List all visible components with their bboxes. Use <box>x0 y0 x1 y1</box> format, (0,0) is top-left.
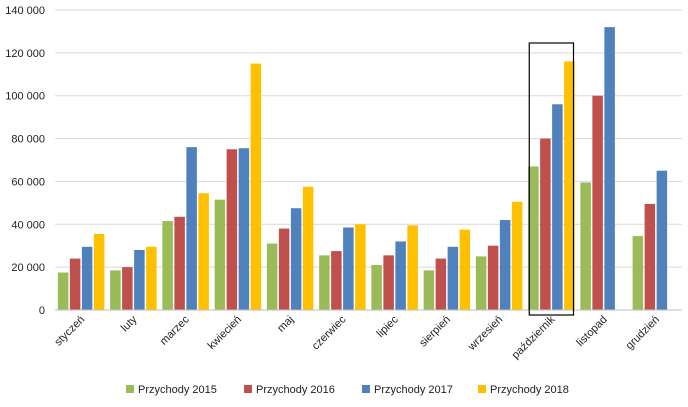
bar <box>644 203 656 310</box>
bar <box>146 246 157 310</box>
bar <box>383 255 394 310</box>
bar <box>122 267 133 310</box>
bar <box>343 227 354 310</box>
x-tick-label: czerwiec <box>310 313 349 352</box>
bar <box>81 246 93 310</box>
legend-label: Przychody 2016 <box>256 384 335 396</box>
bars <box>57 27 668 311</box>
legend: Przychody 2015 Przychody 2016 Przychody 20… <box>126 384 569 396</box>
gridlines <box>55 9 682 268</box>
legend-label: Przychody 2015 <box>138 384 217 396</box>
bar <box>238 148 250 310</box>
bar <box>511 201 523 310</box>
bar <box>174 216 185 310</box>
bar <box>186 147 197 310</box>
bar <box>302 186 314 310</box>
bar <box>459 229 471 310</box>
bar <box>371 265 382 310</box>
bar <box>592 95 603 310</box>
bar <box>552 104 563 311</box>
legend-label: Przychody 2017 <box>374 384 453 396</box>
bar <box>423 270 435 310</box>
bar <box>475 256 487 310</box>
x-tick-label: styczeń <box>52 314 87 349</box>
bar <box>214 199 226 310</box>
y-tick-label: 20 000 <box>11 262 45 274</box>
legend-swatch <box>478 385 486 393</box>
bar <box>528 166 539 310</box>
legend-swatch <box>362 385 370 393</box>
x-axis-ticks: styczeń luty marzec kwiecień maj czerwiec lipi… <box>52 313 662 361</box>
bar <box>407 225 418 310</box>
bar <box>435 258 447 310</box>
legend-label: Przychody 2018 <box>490 384 569 396</box>
bar <box>162 221 173 310</box>
bar <box>632 236 644 310</box>
bar <box>604 27 615 311</box>
legend-swatch <box>244 385 252 393</box>
x-tick-label: wrzesień <box>465 314 505 354</box>
y-tick-label: 100 000 <box>5 91 45 103</box>
x-tick-label: lipiec <box>375 313 402 340</box>
bar <box>499 220 511 310</box>
x-tick-label: październik <box>510 313 558 361</box>
y-tick-label: 40 000 <box>11 219 45 231</box>
bar <box>355 224 366 310</box>
x-tick-label: marzec <box>158 313 192 347</box>
bar <box>290 208 302 310</box>
bar <box>564 61 575 310</box>
bar <box>331 251 342 310</box>
bar <box>198 193 209 310</box>
y-tick-label: 80 000 <box>11 134 45 146</box>
x-tick-label: maj <box>275 314 296 335</box>
bar <box>580 182 591 310</box>
bar <box>266 243 278 310</box>
y-axis-ticks: 0 20 000 40 000 60 000 80 000 100 000 120 000 1… <box>5 5 45 317</box>
bar <box>250 63 262 311</box>
bar <box>395 241 406 310</box>
y-tick-label: 140 000 <box>5 5 45 17</box>
bar <box>319 255 330 310</box>
bar <box>110 270 121 310</box>
bar <box>278 228 290 310</box>
highlight-box <box>528 42 575 316</box>
y-tick-label: 120 000 <box>5 48 45 60</box>
bar <box>540 138 551 310</box>
x-tick-label: sierpień <box>417 314 453 350</box>
bar <box>69 258 81 310</box>
bar <box>447 246 459 310</box>
x-tick-label: luty <box>119 313 140 334</box>
bar <box>57 272 69 310</box>
x-tick-label: listopad <box>574 314 609 349</box>
bar <box>656 170 668 310</box>
x-tick-label: kwiecień <box>206 314 244 352</box>
x-tick-label: grudzień <box>624 314 662 352</box>
legend-swatch <box>126 385 134 393</box>
bar <box>93 233 105 310</box>
bar <box>226 149 238 310</box>
y-tick-label: 0 <box>39 305 45 317</box>
y-tick-label: 60 000 <box>11 176 45 188</box>
highlight-rectangle <box>528 42 575 316</box>
bar <box>487 245 499 310</box>
bar <box>134 250 145 310</box>
